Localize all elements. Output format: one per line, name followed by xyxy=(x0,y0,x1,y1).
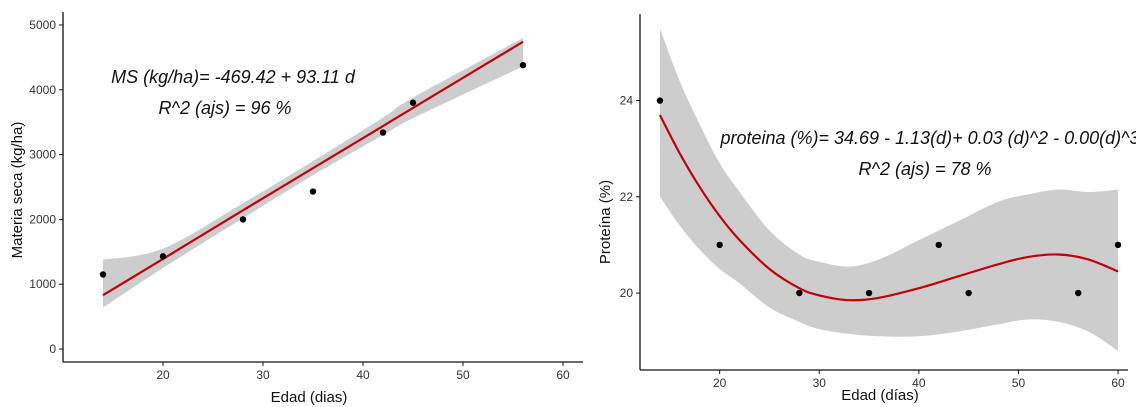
fit-line xyxy=(658,114,1119,302)
data-points-right xyxy=(656,97,1122,297)
data-point xyxy=(965,289,972,297)
confidence-band xyxy=(659,28,1118,351)
data-point xyxy=(159,253,167,260)
ylabel-left: Materia seca (kg/ha) xyxy=(9,122,26,259)
y-tick-label: 3000 xyxy=(29,148,56,162)
data-point xyxy=(379,129,387,136)
ticks-left: 20 30 40 50 60 0 1000 2000 3000 4000 5000 xyxy=(29,18,570,382)
data-point xyxy=(656,97,664,104)
x-tick-label: 30 xyxy=(813,376,827,390)
y-tick-label: 20 xyxy=(620,286,634,300)
data-point xyxy=(796,289,803,297)
data-points-left xyxy=(99,61,527,278)
equation-left: MS (kg/ha)= -469.42 + 93.11 d xyxy=(111,67,356,87)
x-tick-label: 50 xyxy=(456,368,470,382)
x-tick-label: 40 xyxy=(356,368,370,382)
x-tick-label: 60 xyxy=(556,368,570,382)
confidence-band-right xyxy=(659,28,1118,351)
xlabel-left: Edad (dias) xyxy=(271,389,348,406)
x-tick-label: 40 xyxy=(912,376,926,390)
chart-left: 20 30 40 50 60 0 1000 2000 3000 4000 5000 MS (kg/h… xyxy=(9,12,583,406)
equation-right: proteina (%)= 34.69 - 1.13(d)+ 0.03 (d)^… xyxy=(719,128,1136,148)
data-point xyxy=(239,216,247,223)
chart-right: 20 30 40 50 60 20 22 24 proteina (%)= 34.69 - 1… xyxy=(597,14,1136,404)
data-point xyxy=(865,289,873,297)
ylabel-right: Proteína (%) xyxy=(597,180,614,264)
r2-right: R^2 (ajs) = 78 % xyxy=(859,159,992,179)
data-point xyxy=(1075,289,1082,297)
data-point xyxy=(935,241,942,249)
data-point xyxy=(716,241,723,249)
x-tick-label: 20 xyxy=(713,376,727,390)
data-point xyxy=(519,61,527,69)
data-point xyxy=(1114,241,1122,249)
data-point xyxy=(309,188,317,195)
y-tick-label: 2000 xyxy=(29,212,56,226)
y-tick-label: 0 xyxy=(49,342,56,356)
axes-right xyxy=(639,14,1128,371)
x-tick-label: 30 xyxy=(256,368,270,382)
x-tick-label: 20 xyxy=(156,368,170,382)
axes-left xyxy=(62,12,583,363)
y-tick-label: 22 xyxy=(620,190,634,204)
y-tick-label: 1000 xyxy=(29,277,56,291)
data-point xyxy=(99,271,107,278)
xlabel-right: Edad (días) xyxy=(841,387,919,404)
x-tick-label: 50 xyxy=(1012,376,1026,390)
y-tick-label: 5000 xyxy=(29,18,56,32)
y-tick-label: 24 xyxy=(620,94,634,108)
fit-line-right xyxy=(658,114,1119,302)
data-point xyxy=(409,99,417,106)
ticks-right: 20 30 40 50 60 20 22 24 xyxy=(620,94,1125,390)
y-tick-label: 4000 xyxy=(29,83,56,97)
r2-left: R^2 (ajs) = 96 % xyxy=(159,98,292,118)
x-tick-label: 60 xyxy=(1111,376,1125,390)
